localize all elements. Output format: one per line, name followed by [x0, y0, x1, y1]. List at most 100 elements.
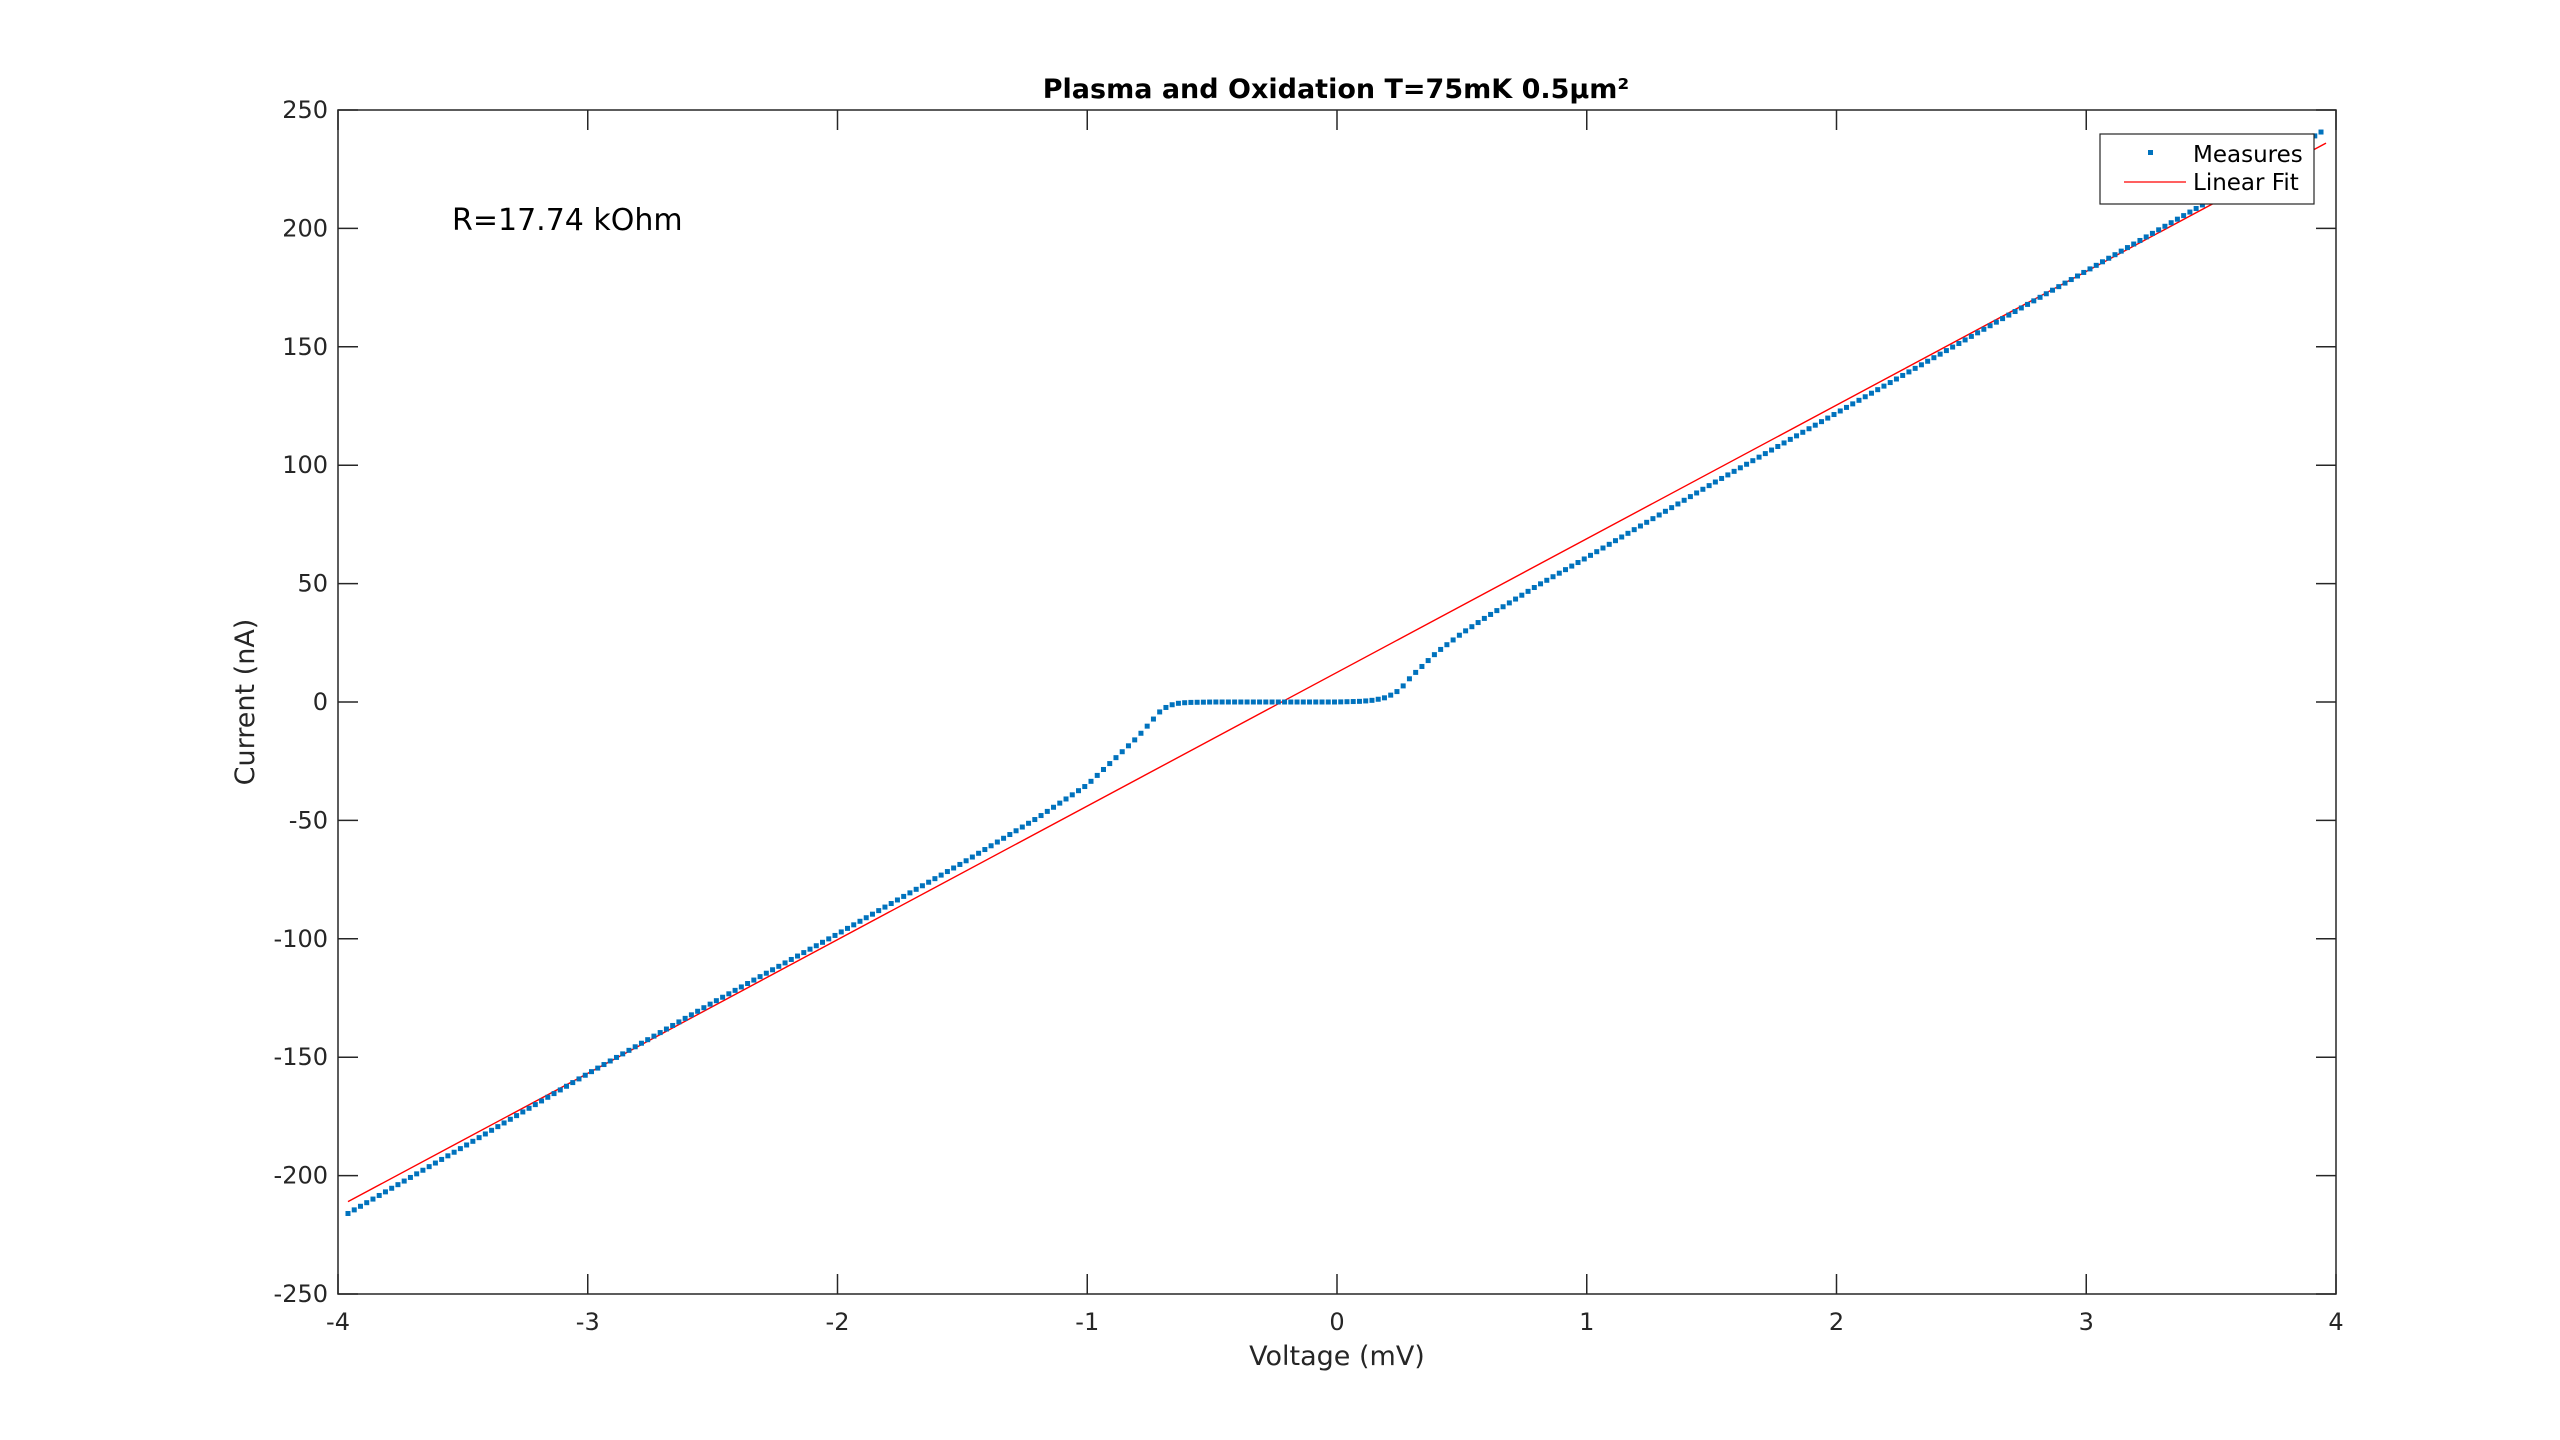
measure-point: [607, 1058, 613, 1064]
measure-point: [1475, 620, 1481, 626]
measure-point: [726, 991, 732, 997]
measure-point: [988, 843, 994, 849]
measure-point: [1244, 699, 1250, 705]
measure-point: [994, 839, 1000, 845]
measure-point: [957, 861, 963, 867]
measure-point: [1207, 699, 1213, 705]
x-tick-label: 1: [1579, 1308, 1594, 1336]
measure-point: [776, 963, 782, 969]
measure-point: [545, 1094, 551, 1100]
measure-point: [2099, 259, 2105, 265]
measure-point: [1806, 426, 1812, 432]
measure-point: [507, 1116, 513, 1122]
measure-point: [1400, 683, 1406, 689]
measure-point: [1850, 401, 1856, 407]
measure-point: [1781, 440, 1787, 446]
x-tick-label: 0: [1329, 1308, 1344, 1336]
measure-point: [1188, 699, 1194, 705]
measure-point: [1794, 433, 1800, 439]
measure-point: [1001, 835, 1007, 841]
measure-point: [1762, 451, 1768, 457]
measure-point: [489, 1127, 495, 1133]
measure-point: [1893, 376, 1899, 382]
measure-point: [420, 1167, 426, 1173]
measure-point: [1906, 369, 1912, 375]
measure-point: [1812, 422, 1818, 428]
measure-point: [570, 1080, 576, 1086]
measure-point: [1956, 340, 1962, 346]
measure-point: [1612, 538, 1618, 544]
resistance-annotation: R=17.74 kOhm: [452, 203, 683, 238]
measure-point: [645, 1037, 651, 1043]
measure-point: [813, 943, 819, 949]
measure-point: [1706, 483, 1712, 489]
measure-point: [919, 883, 925, 889]
measure-point: [1269, 699, 1275, 705]
measure-point: [695, 1008, 701, 1014]
measure-point: [1288, 699, 1294, 705]
measure-point: [2156, 227, 2162, 233]
measure-point: [1313, 699, 1319, 705]
measure-point: [2018, 305, 2024, 311]
measure-point: [1825, 415, 1831, 421]
measure-point: [1587, 552, 1593, 558]
measure-point: [2081, 269, 2087, 275]
measure-point: [345, 1210, 351, 1216]
measure-point: [2062, 280, 2068, 286]
measure-point: [401, 1178, 407, 1184]
measure-point: [1575, 560, 1581, 566]
measure-point: [1637, 523, 1643, 529]
measure-point: [1981, 326, 1987, 332]
measure-point: [1837, 408, 1843, 414]
measure-point: [1294, 699, 1300, 705]
measure-point: [1300, 699, 1306, 705]
measure-point: [1968, 333, 1974, 339]
measure-point: [1069, 792, 1075, 798]
x-tick-label: -1: [1075, 1308, 1099, 1336]
measure-point: [713, 998, 719, 1004]
plot-border: [337, 109, 2337, 1295]
measure-point: [1712, 479, 1718, 485]
measure-point: [1556, 570, 1562, 576]
measure-point: [464, 1142, 470, 1148]
x-tick-label: 4: [2328, 1308, 2343, 1336]
measure-point: [963, 858, 969, 864]
legend: Measures Linear Fit: [2099, 133, 2315, 205]
measure-point: [1425, 658, 1431, 664]
measure-point: [2187, 209, 2193, 215]
measure-point: [1232, 699, 1238, 705]
measure-point: [1625, 530, 1631, 536]
measure-point: [1381, 695, 1387, 701]
measure-point: [1918, 362, 1924, 368]
measure-point: [2068, 277, 2074, 283]
measure-point: [1669, 505, 1675, 511]
measure-point: [2149, 230, 2155, 236]
measure-point: [707, 1001, 713, 1007]
measure-point: [1013, 828, 1019, 834]
measure-point: [1388, 692, 1394, 698]
measure-point: [1150, 716, 1156, 722]
measure-point: [838, 929, 844, 935]
measure-point: [851, 922, 857, 928]
measure-point: [1687, 494, 1693, 500]
measure-point: [2318, 129, 2324, 135]
measure-point: [688, 1012, 694, 1018]
x-axis-title: Voltage (mV): [1249, 1341, 1425, 1372]
measure-point: [1051, 804, 1057, 810]
measure-point: [801, 950, 807, 956]
tick-labels: -4 -3 -2 -1 0 1 2 3 4 -250 -200 -150 -100 -50 0 50 100 15…: [274, 96, 2344, 1336]
measure-point: [1650, 516, 1656, 522]
y-tick-label: -200: [274, 1162, 328, 1190]
measure-point: [1525, 588, 1531, 594]
measure-point: [2106, 255, 2112, 261]
measure-point: [969, 854, 975, 860]
measure-point: [557, 1087, 563, 1093]
measure-point: [539, 1098, 545, 1104]
measure-point: [1394, 689, 1400, 695]
measure-point: [1219, 699, 1225, 705]
measure-point: [1413, 669, 1419, 675]
measure-point: [826, 936, 832, 942]
measure-point: [1026, 820, 1032, 826]
measure-point: [1406, 676, 1412, 682]
measure-point: [1119, 749, 1125, 755]
